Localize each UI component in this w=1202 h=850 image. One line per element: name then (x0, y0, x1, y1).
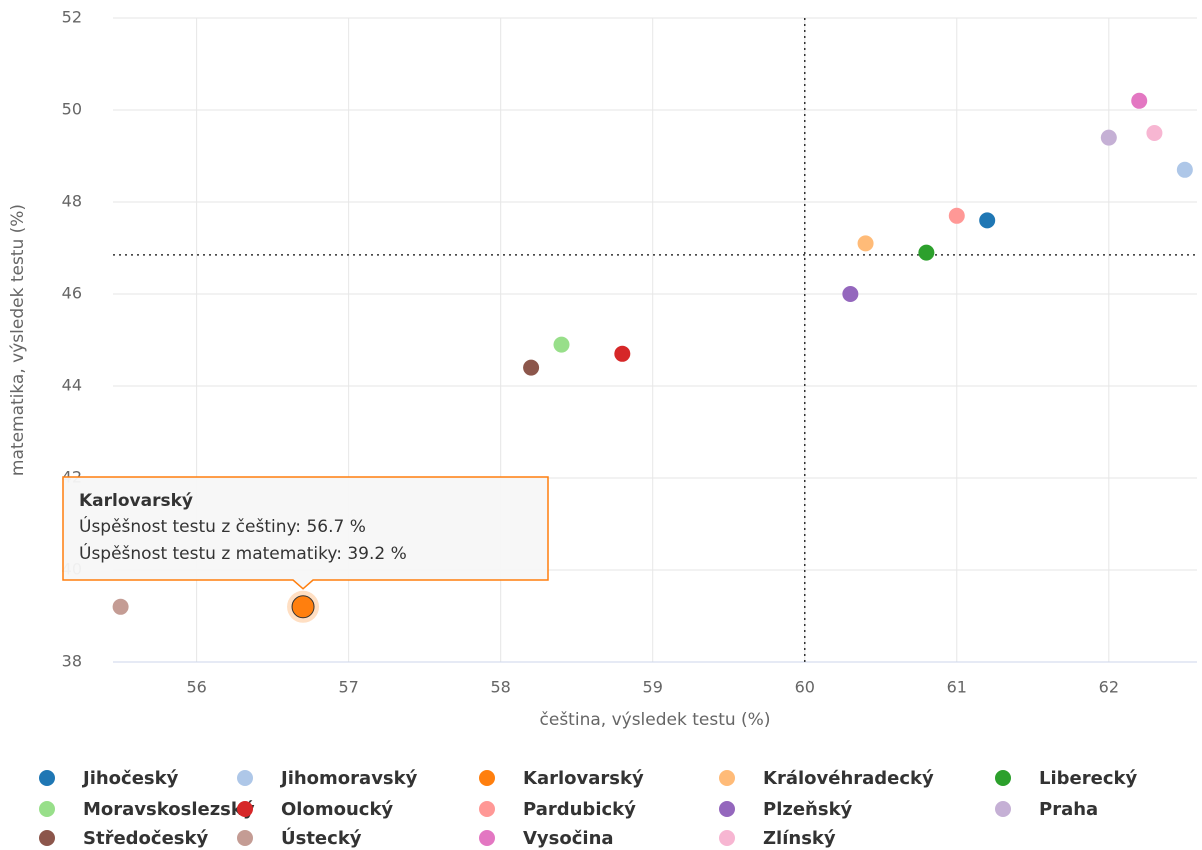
point (291, 595, 315, 619)
point (1146, 125, 1163, 141)
legend-label: Středočeský (83, 828, 208, 849)
tooltip-line: Úspěšnost testu z češtiny: 56.7 % (79, 515, 366, 537)
legend-marker (39, 770, 55, 786)
tooltip-box (62, 476, 549, 590)
legend-marker (719, 770, 735, 786)
legend-marker (237, 801, 253, 817)
point (857, 235, 874, 252)
point (918, 244, 935, 261)
legend-label: Karlovarský (523, 768, 644, 789)
legend-marker (479, 801, 495, 817)
legend-label: Jihomoravský (279, 768, 418, 789)
legend-label: Pardubický (523, 799, 636, 820)
x-tick-label: 59 (643, 678, 663, 697)
legend-marker (39, 830, 55, 846)
x-tick-label: 57 (338, 678, 358, 697)
legend-marker (719, 830, 735, 846)
legend-label: Zlínský (763, 828, 836, 849)
y-axis-title: matematika, výsledek testu (%) (8, 204, 28, 476)
y-tick-label: 52 (62, 8, 82, 27)
legend-label: Plzeňský (763, 799, 853, 820)
legend-marker (39, 801, 55, 817)
point (1176, 161, 1193, 178)
point (979, 212, 996, 229)
y-tick-label: 44 (62, 376, 82, 395)
point (614, 345, 631, 362)
y-tick-label: 46 (62, 284, 82, 303)
legend-marker (995, 770, 1011, 786)
point (1131, 92, 1148, 109)
point (523, 359, 540, 376)
point (948, 207, 965, 224)
tooltip-line: Úspěšnost testu z matematiky: 39.2 % (79, 542, 407, 564)
legend-marker (237, 770, 253, 786)
y-tick-label: 48 (62, 192, 82, 211)
legend-label: Královéhradecký (763, 768, 934, 789)
legend-label: Praha (1039, 799, 1098, 820)
point (112, 598, 129, 615)
x-tick-label: 58 (491, 678, 511, 697)
legend-marker (479, 770, 495, 786)
legend-marker (995, 801, 1011, 817)
legend-label: Olomoucký (281, 799, 393, 820)
point (842, 286, 859, 302)
x-tick-label: 62 (1099, 678, 1119, 697)
point (1100, 129, 1117, 146)
x-tick-label: 56 (186, 678, 206, 697)
legend-label: Ústecký (281, 827, 362, 849)
legend-label: Moravskoslezský (83, 799, 255, 820)
x-axis-title: čeština, výsledek testu (%) (540, 710, 771, 730)
tooltip: Karlovarský Úspěšnost testu z češtiny: 56… (62, 476, 549, 590)
tooltip-title: Karlovarský (79, 491, 193, 511)
point (553, 336, 570, 353)
y-tick-label: 50 (62, 100, 82, 119)
legend-label: Liberecký (1039, 768, 1137, 789)
legend-marker (237, 830, 253, 846)
legend-marker (479, 830, 495, 846)
legend-label: Jihočeský (81, 768, 179, 789)
legend-label: Vysočina (523, 828, 614, 849)
x-tick-label: 60 (795, 678, 815, 697)
y-tick-label: 38 (62, 652, 82, 671)
legend-marker (719, 801, 735, 817)
x-tick-label: 61 (947, 678, 967, 697)
